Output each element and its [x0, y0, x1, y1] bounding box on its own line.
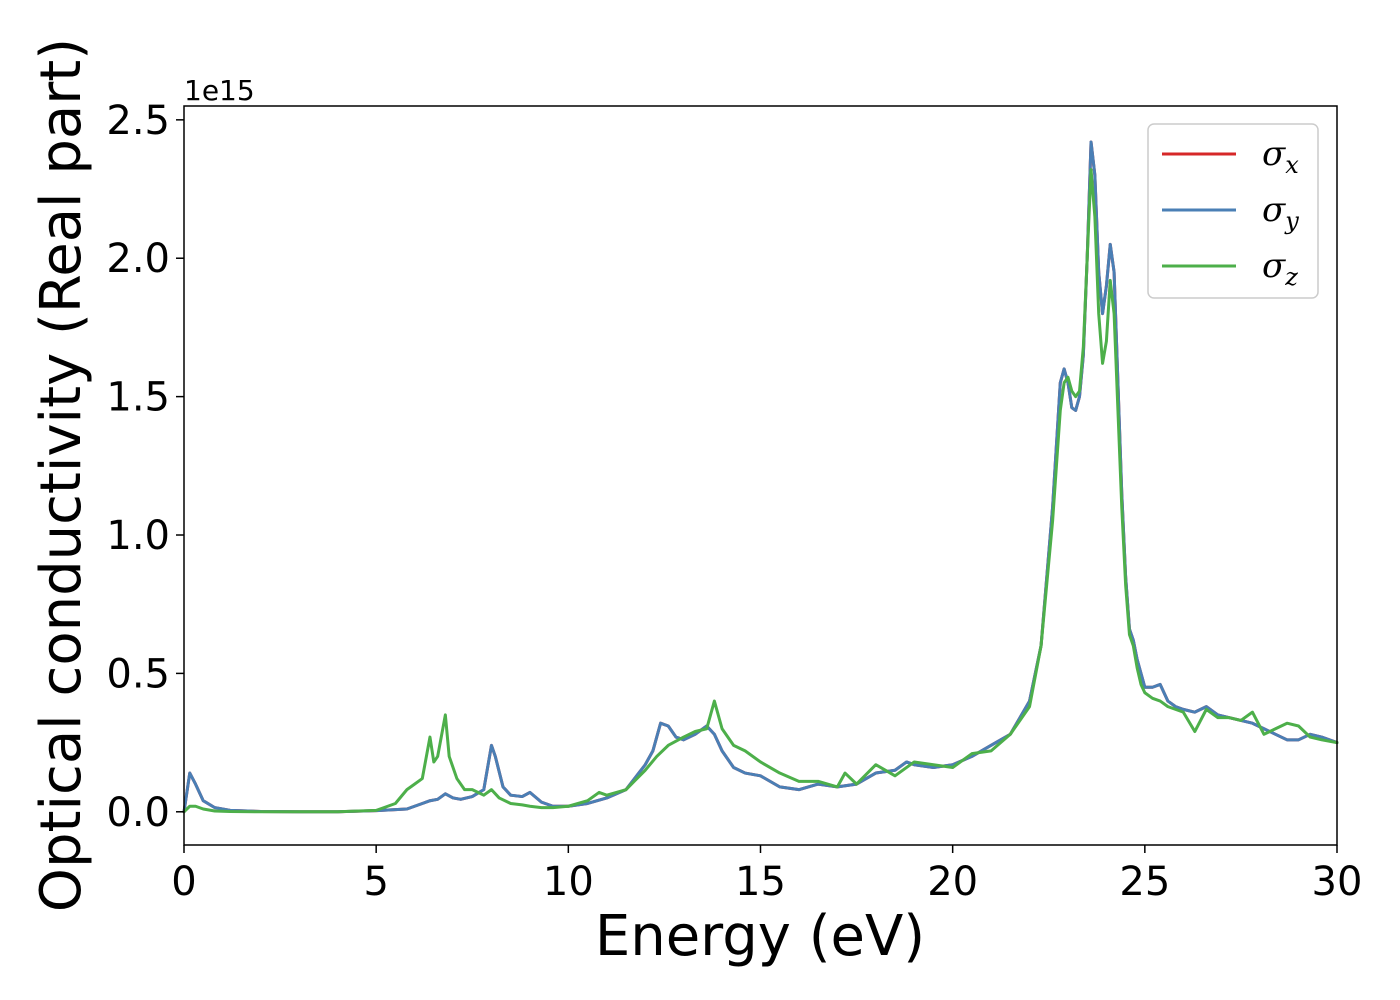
x-tick-label: 0 [171, 859, 196, 905]
legend-label-z: σz [1262, 246, 1298, 291]
x-tick-label: 5 [363, 859, 388, 905]
legend: σx σy σz [1147, 123, 1319, 299]
legend-label-y: σy [1262, 190, 1299, 235]
y-tick-label: 2.5 [106, 98, 170, 144]
y-axis-ticks: 0.0 0.5 1.0 1.5 2.0 2.5 [106, 98, 184, 836]
y-tick-label: 1.0 [106, 513, 170, 559]
y-axis-title: Optical conductivity (Real part) [29, 38, 94, 912]
legend-label-x: σx [1262, 134, 1299, 179]
y-tick-label: 0.5 [106, 651, 170, 697]
y-tick-label: 1.5 [106, 375, 170, 421]
x-tick-label: 10 [543, 859, 594, 905]
x-tick-label: 30 [1312, 859, 1363, 905]
y-offset-label: 1e15 [184, 74, 255, 107]
x-tick-label: 20 [927, 859, 978, 905]
y-tick-label: 2.0 [106, 236, 170, 282]
series-line-z [182, 168, 1339, 814]
x-tick-label: 25 [1119, 859, 1170, 905]
series-layer [182, 140, 1339, 814]
y-tick-label: 0.0 [106, 790, 170, 836]
plot-background [184, 106, 1337, 845]
x-axis-ticks: 0 5 10 15 20 25 30 [171, 845, 1362, 905]
x-tick-label: 15 [735, 859, 786, 905]
x-axis-title: Energy (eV) [595, 904, 925, 969]
